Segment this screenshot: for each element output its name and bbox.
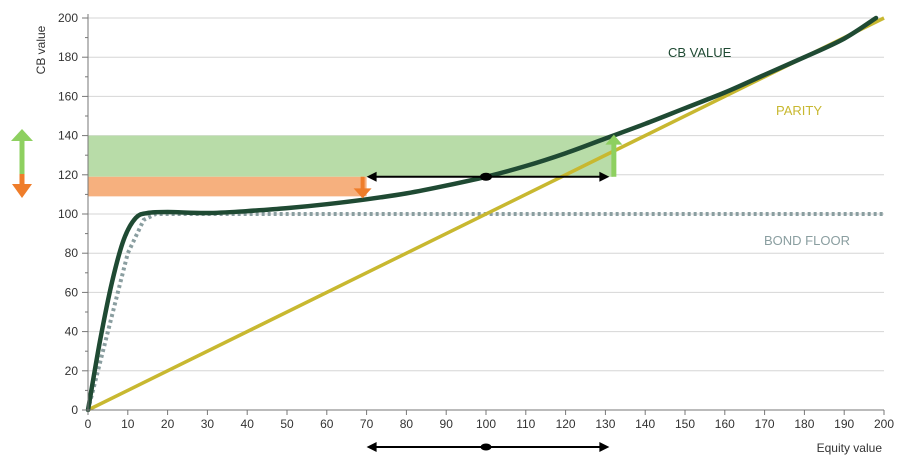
y-tick-label-140: 140 (58, 129, 78, 143)
orange-down-arrow-head (353, 188, 372, 199)
series-label-bond-floor: BOND FLOOR (764, 233, 850, 248)
series-labels: CB VALUE PARITY BOND FLOOR (668, 45, 850, 248)
x-tick-label-40: 40 (241, 417, 255, 431)
annotation-arrows (11, 129, 623, 452)
orange-down-arrow-shaft (360, 176, 365, 191)
range-arrow-main-head-right (599, 171, 610, 182)
y-tick-label-20: 20 (65, 364, 79, 378)
x-tick-label-30: 30 (201, 417, 215, 431)
y-axis-title: CB value (34, 25, 48, 74)
annotation-bands (88, 135, 614, 197)
center-point (480, 172, 492, 181)
x-tick-label-110: 110 (516, 417, 535, 431)
y-tick-label-80: 80 (65, 246, 79, 260)
x-tick-label-190: 190 (834, 417, 854, 431)
x-tick-label-70: 70 (360, 417, 374, 431)
y-tick-label-100: 100 (58, 207, 78, 221)
series-label-cb-value: CB VALUE (668, 45, 732, 60)
range-arrow-lower-head-left (366, 442, 377, 452)
x-tick-label-90: 90 (440, 417, 454, 431)
series-line-cb-value (85, 15, 879, 413)
y-tick-label-0: 0 (71, 403, 78, 417)
x-tick-label-170: 170 (755, 417, 775, 431)
green-up-arrow-head (605, 134, 623, 145)
y-tick-label-120: 120 (58, 168, 78, 182)
x-tick-label-150: 150 (675, 417, 695, 431)
series-line-parity (87, 16, 885, 412)
series-lines (85, 15, 885, 413)
left-green-arrow-head (11, 129, 33, 141)
x-tick-label-50: 50 (280, 417, 294, 431)
left-orange-arrow-shaft (19, 174, 25, 186)
x-tick-label-0: 0 (85, 417, 92, 431)
range-arrow-main-head-left (366, 171, 377, 182)
x-tick-label-160: 160 (715, 417, 735, 431)
axes: 0 20 40 60 80 100 120 140 160 180 200 0 10 20 30 40 50 60… (58, 11, 894, 431)
x-tick-label-130: 130 (595, 417, 615, 431)
left-green-arrow-shaft (19, 138, 25, 174)
x-tick-label-20: 20 (161, 417, 175, 431)
x-tick-label-80: 80 (400, 417, 414, 431)
x-tick-label-180: 180 (794, 417, 814, 431)
x-tick-label-200: 200 (874, 417, 894, 431)
y-tick-label-40: 40 (65, 325, 79, 339)
left-orange-arrow-head (12, 184, 32, 198)
green-up-arrow-shaft (611, 143, 617, 177)
y-tick-label-180: 180 (58, 50, 78, 64)
x-tick-label-140: 140 (635, 417, 655, 431)
orange-band (88, 176, 367, 197)
x-tick-label-100: 100 (476, 417, 496, 431)
range-arrow-lower-head-right (599, 442, 610, 452)
y-tick-label-160: 160 (58, 89, 78, 103)
x-tick-label-60: 60 (320, 417, 334, 431)
green-band (88, 135, 614, 177)
lower-center-point (480, 443, 492, 451)
x-tick-label-10: 10 (121, 417, 135, 431)
y-tick-label-200: 200 (58, 11, 78, 25)
x-axis-title: Equity value (817, 441, 883, 455)
x-tick-label-120: 120 (556, 417, 576, 431)
y-tick-label-60: 60 (65, 285, 79, 299)
series-label-parity: PARITY (776, 103, 822, 118)
